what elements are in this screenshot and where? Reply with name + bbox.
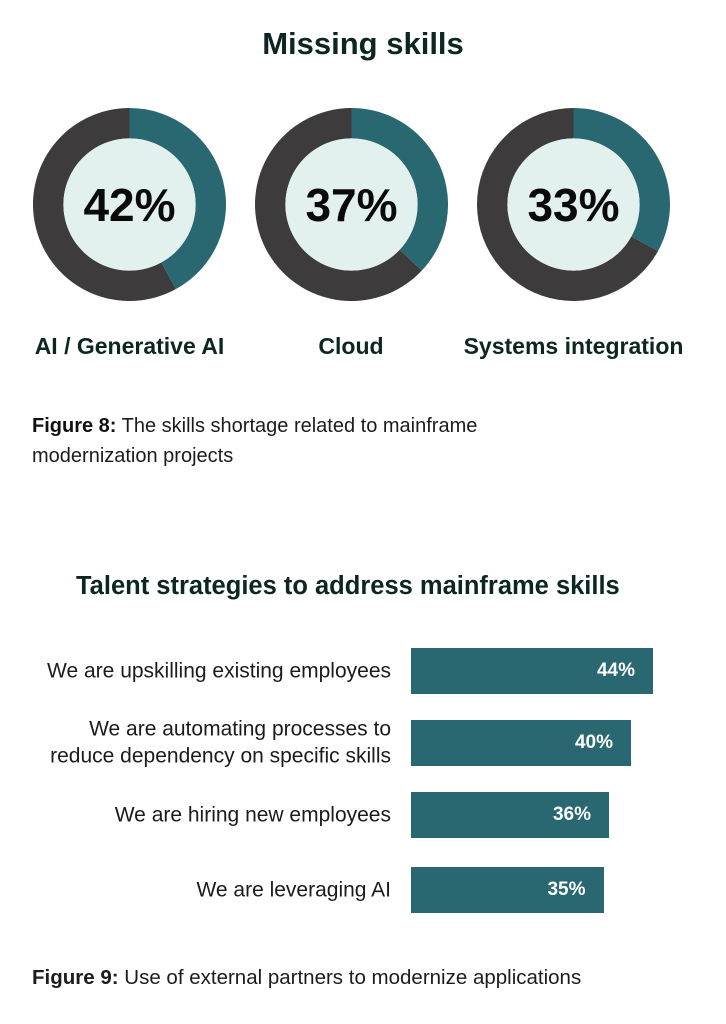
svg-text:37%: 37% [305, 179, 397, 231]
svg-text:42%: 42% [83, 179, 175, 231]
svg-text:33%: 33% [527, 179, 619, 231]
